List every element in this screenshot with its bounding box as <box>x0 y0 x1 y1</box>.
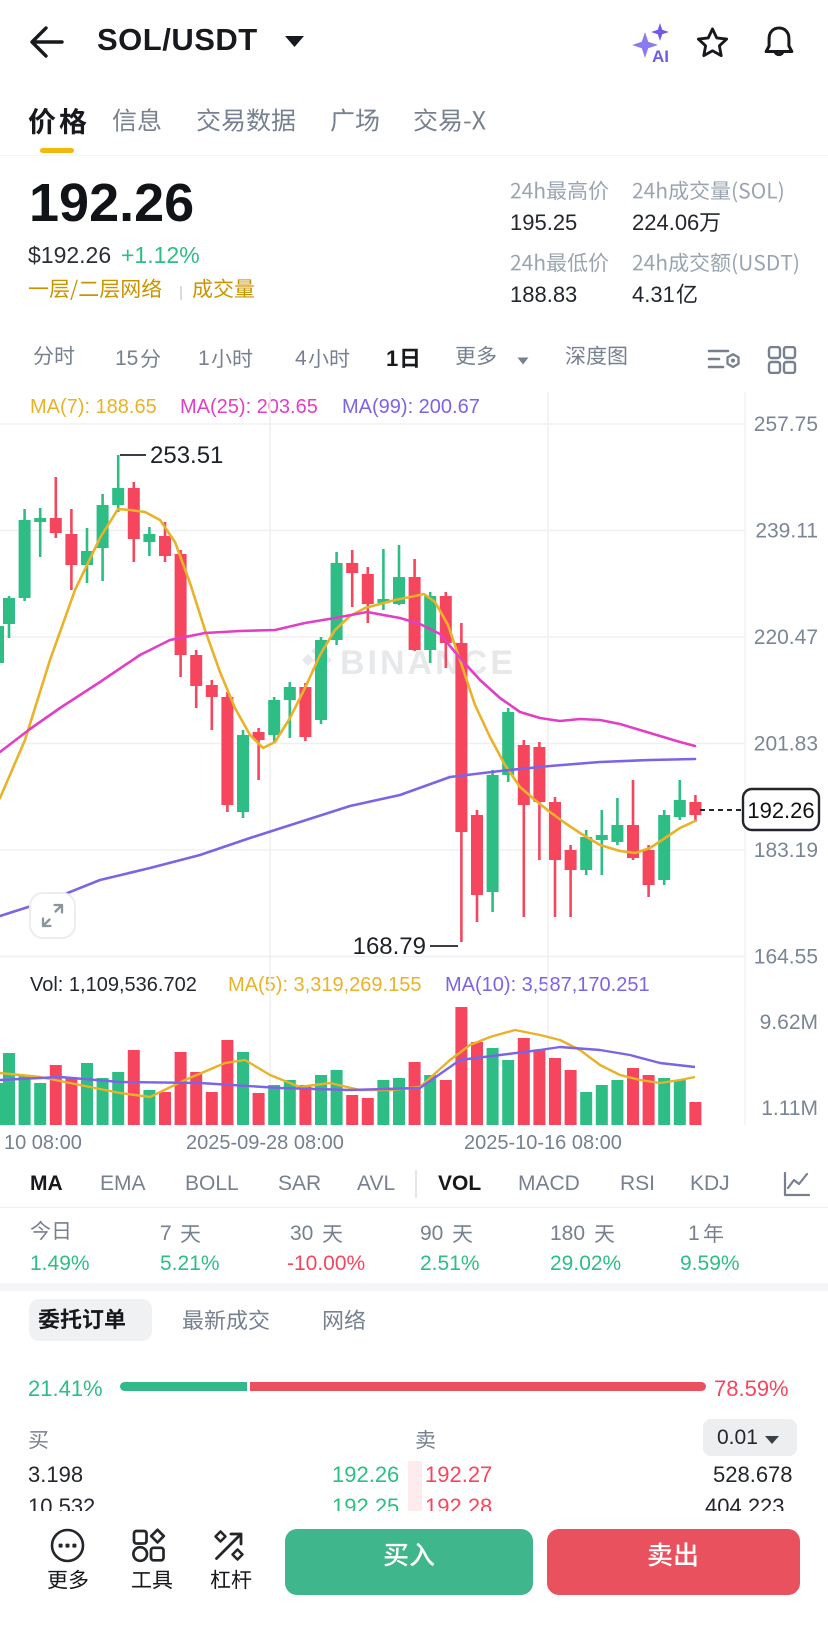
svg-text:239.11: 239.11 <box>755 520 818 543</box>
svg-text:183.19: 183.19 <box>754 839 818 862</box>
svg-text:164.55: 164.55 <box>754 946 818 966</box>
svg-text:201.83: 201.83 <box>754 733 818 756</box>
svg-text:220.47: 220.47 <box>754 626 818 649</box>
svg-text:168.79: 168.79 <box>353 933 426 960</box>
svg-text:253.51: 253.51 <box>150 442 223 469</box>
svg-text:192.26: 192.26 <box>747 798 814 823</box>
svg-text:9.62M: 9.62M <box>760 1011 818 1034</box>
svg-text:257.75: 257.75 <box>754 413 818 436</box>
svg-text:1.11M: 1.11M <box>761 1097 818 1120</box>
svg-text:AI: AI <box>652 47 669 66</box>
svg-text:BINANCE: BINANCE <box>340 644 516 682</box>
